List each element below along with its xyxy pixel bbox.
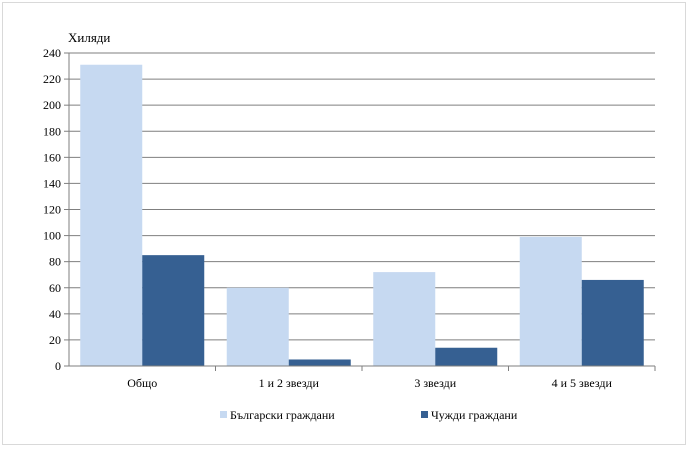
x-tick-label: 1 и 2 звезди bbox=[259, 376, 320, 390]
x-tick-label: 3 звезди bbox=[414, 376, 456, 390]
legend-label: Чужди граждани bbox=[431, 408, 518, 422]
legend: Български граждани Чужди граждани bbox=[220, 408, 518, 422]
bar-foreign bbox=[142, 255, 205, 366]
bars bbox=[80, 64, 644, 367]
axes bbox=[64, 52, 656, 371]
y-tick-label: 0 bbox=[55, 359, 61, 373]
bar-foreign bbox=[435, 347, 498, 366]
x-tick-labels: Общо 1 и 2 звезди 3 звезди 4 и 5 звезди bbox=[127, 376, 612, 390]
y-tick-labels: 0 20 40 60 80 100 120 140 160 180 200 220 240 bbox=[43, 46, 61, 373]
y-axis-label: Хиляди bbox=[68, 30, 110, 45]
y-tick-label: 200 bbox=[43, 98, 61, 112]
bar-bulgarian bbox=[226, 287, 289, 366]
y-tick-label: 140 bbox=[43, 176, 61, 190]
x-tick-label: 4 и 5 звезди bbox=[552, 376, 613, 390]
bar-bulgarian bbox=[373, 272, 436, 366]
y-tick-label: 100 bbox=[43, 229, 61, 243]
bar-bulgarian bbox=[519, 236, 582, 366]
legend-swatch bbox=[421, 411, 428, 418]
y-tick-label: 40 bbox=[49, 307, 61, 321]
y-tick-label: 160 bbox=[43, 150, 61, 164]
legend-label: Български граждани bbox=[230, 408, 335, 422]
bar-foreign bbox=[581, 279, 644, 366]
y-tick-label: 240 bbox=[43, 46, 61, 60]
y-tick-label: 60 bbox=[49, 281, 61, 295]
legend-swatch bbox=[220, 411, 227, 418]
bar-bulgarian bbox=[80, 64, 143, 367]
y-tick-label: 120 bbox=[43, 203, 61, 217]
y-tick-label: 20 bbox=[49, 333, 61, 347]
y-tick-label: 220 bbox=[43, 72, 61, 86]
y-tick-label: 180 bbox=[43, 124, 61, 138]
bar-foreign bbox=[288, 359, 351, 366]
x-tick-label: Общо bbox=[127, 376, 157, 390]
y-tick-label: 80 bbox=[49, 255, 61, 269]
